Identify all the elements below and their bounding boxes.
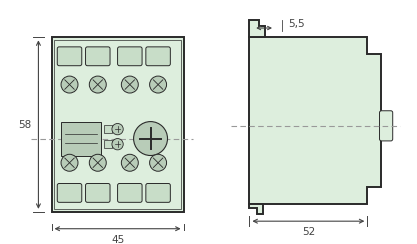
Text: 58: 58	[19, 120, 32, 130]
Circle shape	[133, 122, 168, 155]
Bar	[104, 141, 112, 148]
Circle shape	[150, 76, 166, 93]
Circle shape	[121, 154, 138, 171]
Polygon shape	[249, 204, 263, 214]
Polygon shape	[249, 20, 264, 37]
Bar	[55, 40, 181, 209]
Circle shape	[61, 76, 78, 93]
FancyBboxPatch shape	[146, 47, 170, 66]
Bar	[52, 37, 183, 212]
Circle shape	[61, 154, 78, 171]
Bar	[104, 125, 112, 133]
FancyBboxPatch shape	[85, 183, 110, 202]
Circle shape	[112, 123, 123, 135]
Circle shape	[112, 139, 123, 150]
FancyBboxPatch shape	[57, 183, 82, 202]
Text: 5,5: 5,5	[288, 19, 305, 29]
FancyBboxPatch shape	[85, 47, 110, 66]
FancyBboxPatch shape	[118, 47, 142, 66]
Circle shape	[150, 154, 166, 171]
FancyBboxPatch shape	[57, 47, 82, 66]
Circle shape	[89, 154, 106, 171]
Circle shape	[121, 76, 138, 93]
Text: 52: 52	[302, 227, 315, 237]
Circle shape	[89, 76, 106, 93]
Bar	[61, 122, 100, 155]
Polygon shape	[249, 37, 382, 204]
Text: 45: 45	[111, 235, 124, 244]
FancyBboxPatch shape	[146, 183, 170, 202]
FancyBboxPatch shape	[379, 111, 393, 141]
FancyBboxPatch shape	[118, 183, 142, 202]
